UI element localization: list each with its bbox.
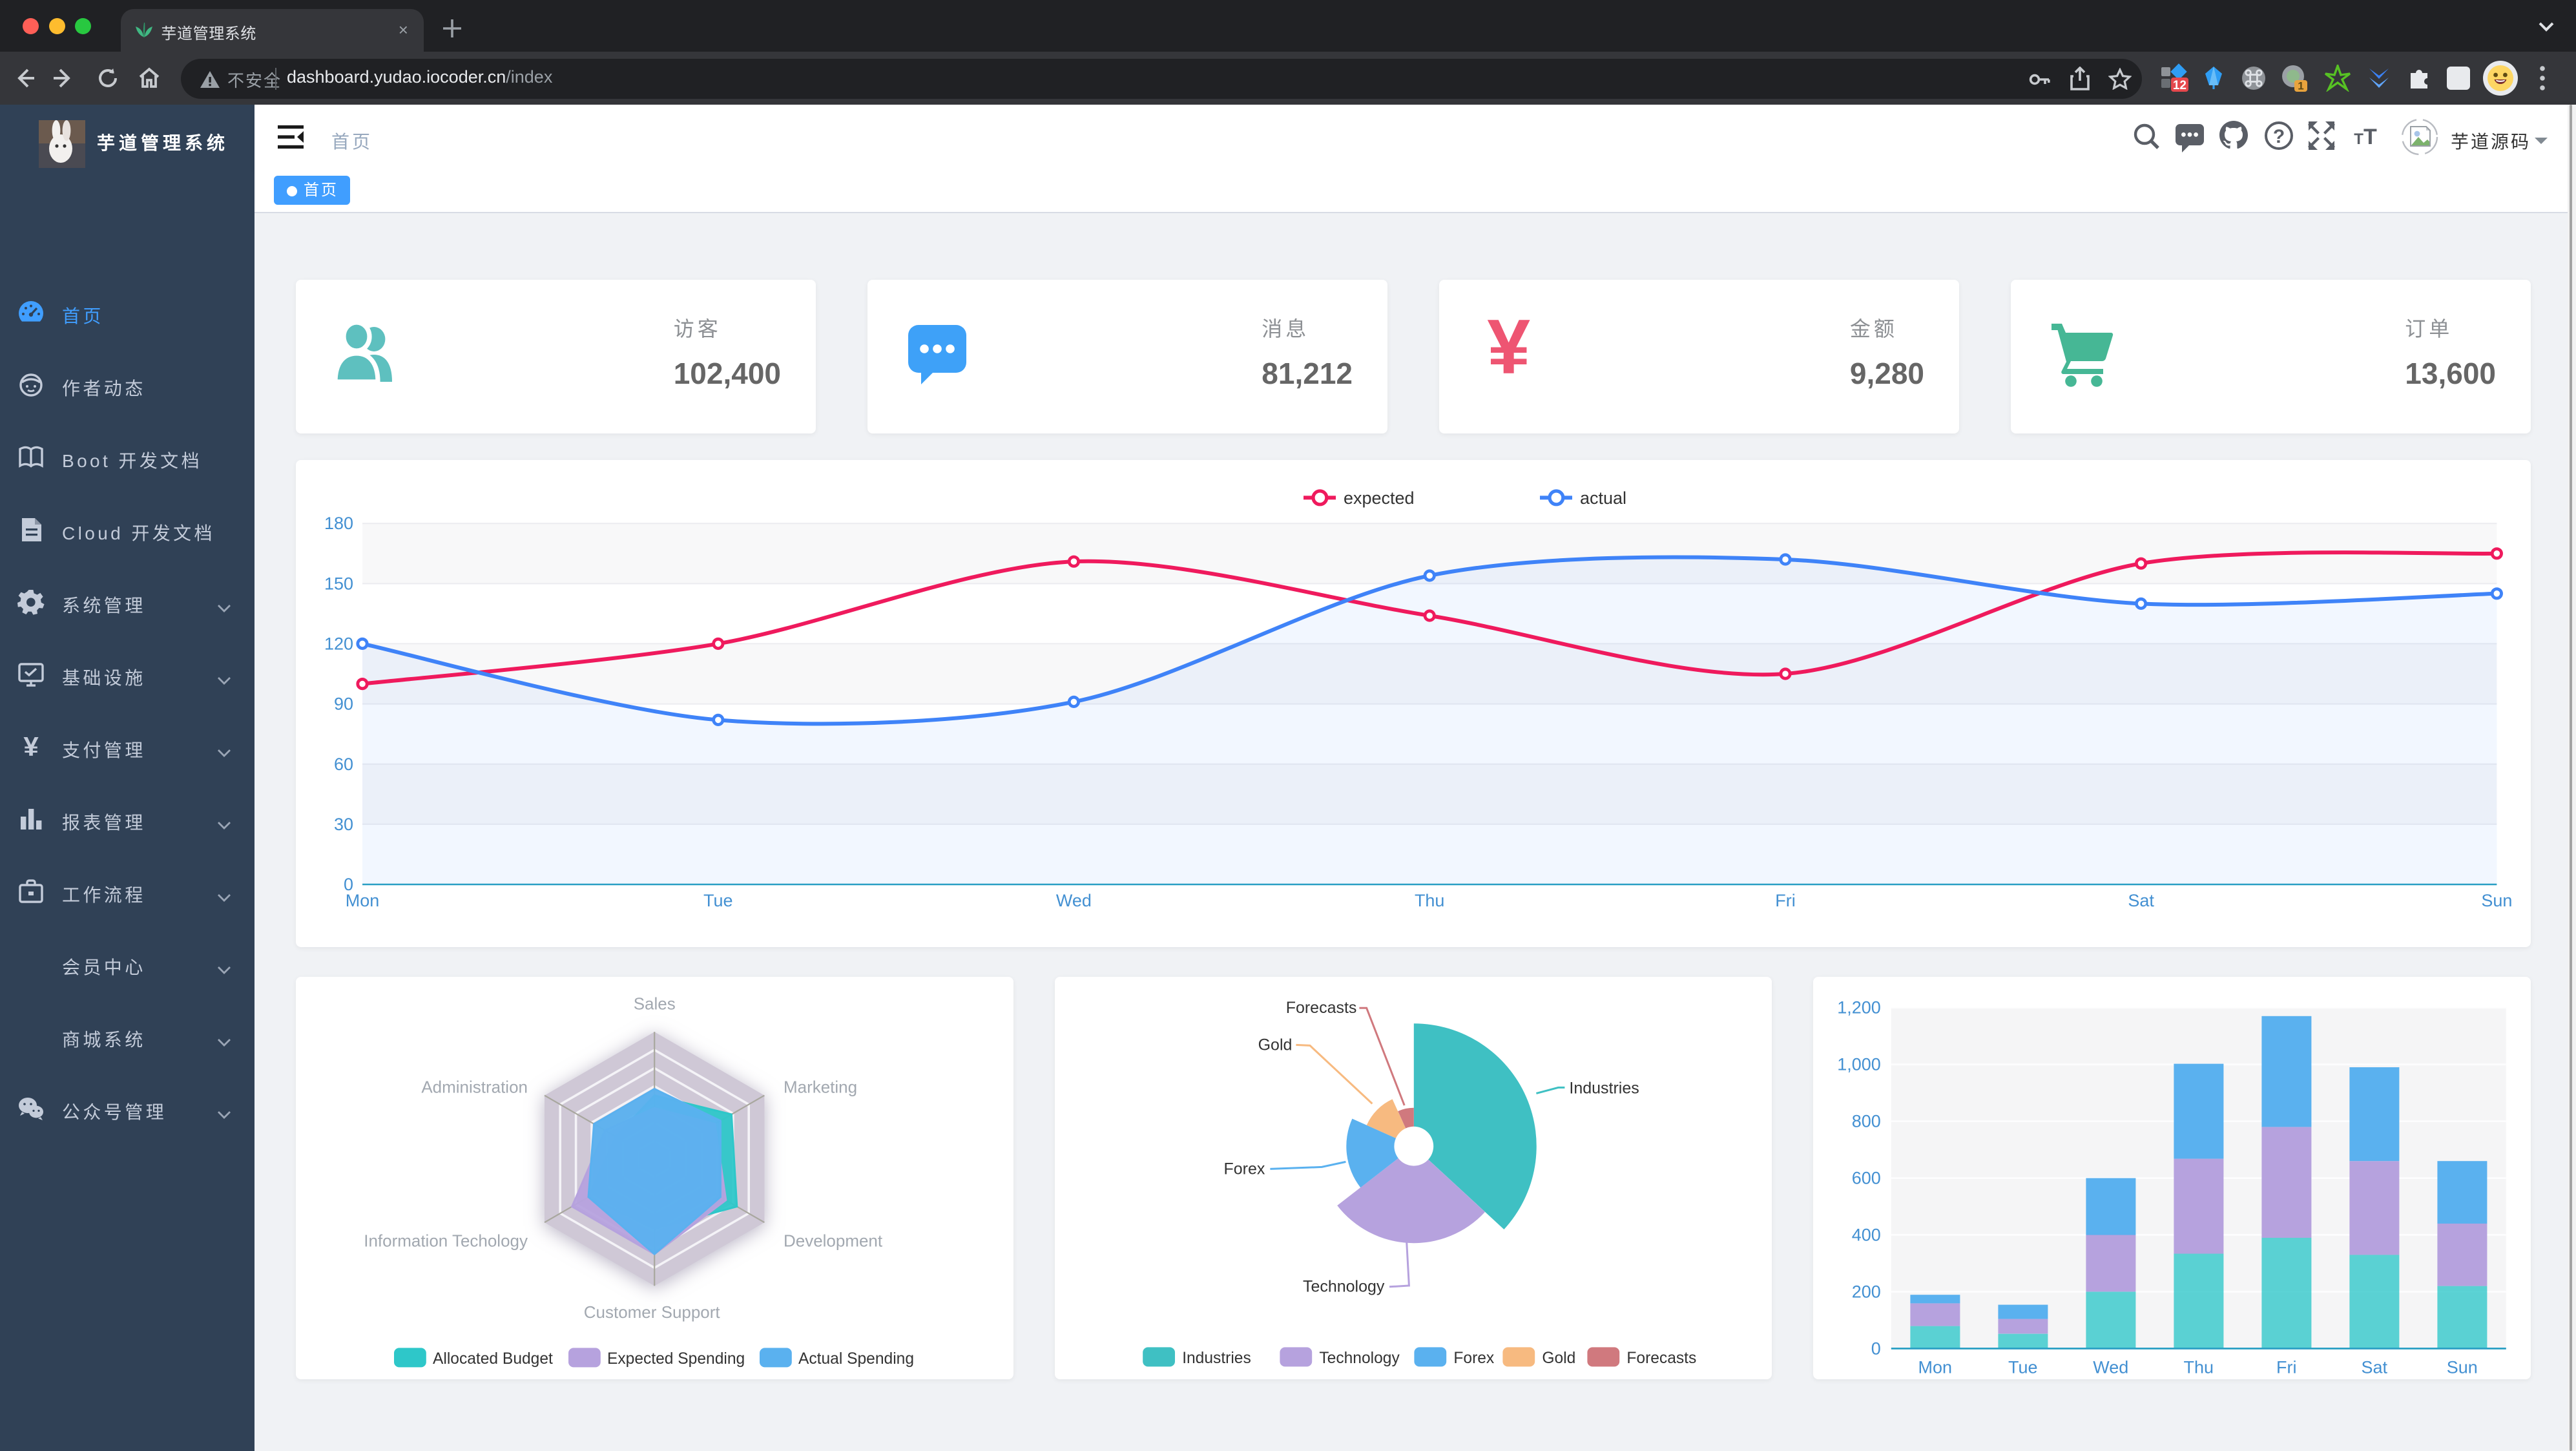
svg-text:Gold: Gold [1542,1349,1575,1366]
svg-text:180: 180 [324,514,353,533]
svg-text:120: 120 [324,634,353,653]
svg-text:600: 600 [1852,1168,1881,1187]
svg-text:Fri: Fri [2276,1357,2296,1377]
svg-text:0: 0 [1871,1339,1881,1358]
svg-text:Expected Spending: Expected Spending [607,1350,745,1367]
svg-text:200: 200 [1852,1282,1881,1301]
svg-text:1: 1 [2298,80,2303,92]
svg-text:Sat: Sat [2362,1357,2388,1377]
svg-text:Sun: Sun [2447,1357,2478,1377]
svg-text:Thu: Thu [2184,1357,2214,1377]
svg-text:60: 60 [334,754,353,773]
svg-text:90: 90 [334,694,353,713]
svg-text:Fri: Fri [1775,891,1795,910]
svg-text:Mon: Mon [1918,1357,1953,1377]
svg-text:Industries: Industries [1569,1079,1639,1097]
svg-text:12: 12 [2173,79,2186,92]
svg-text:Sun: Sun [2481,891,2512,910]
svg-text:1,000: 1,000 [1837,1054,1881,1074]
svg-text:Forex: Forex [1453,1349,1495,1366]
svg-text:Forecasts: Forecasts [1285,999,1356,1017]
svg-text:Forecasts: Forecasts [1626,1349,1696,1366]
svg-text:30: 30 [334,814,353,833]
svg-text:Administration: Administration [421,1077,528,1096]
svg-text:Wed: Wed [2093,1357,2128,1377]
svg-text:150: 150 [324,574,353,593]
svg-text:Thu: Thu [1415,891,1445,910]
svg-text:Technology: Technology [1303,1277,1385,1295]
svg-text:Customer Support: Customer Support [584,1302,721,1322]
svg-text:actual: actual [1580,488,1626,508]
svg-text:800: 800 [1852,1111,1881,1131]
svg-text:400: 400 [1852,1225,1881,1244]
svg-text:Marketing: Marketing [784,1077,857,1096]
svg-text:Actual Spending: Actual Spending [798,1350,914,1367]
svg-text:Allocated Budget: Allocated Budget [433,1350,553,1367]
svg-text:0: 0 [344,875,353,894]
svg-text:¥: ¥ [23,733,39,761]
svg-text:Information Techology: Information Techology [364,1231,528,1250]
svg-text:Industries: Industries [1182,1349,1251,1366]
svg-text:Mon: Mon [346,891,380,910]
svg-text:?: ? [2273,126,2285,147]
svg-text:Sat: Sat [2128,891,2154,910]
svg-text:Tue: Tue [703,891,733,910]
svg-text:Technology: Technology [1319,1349,1400,1366]
svg-text:expected: expected [1344,488,1415,508]
svg-text:Sales: Sales [634,994,676,1013]
svg-text:1,200: 1,200 [1837,997,1881,1017]
svg-text:Development: Development [784,1231,883,1250]
svg-text:Gold: Gold [1258,1036,1292,1054]
svg-text:Forex: Forex [1223,1160,1265,1178]
svg-text:Wed: Wed [1056,891,1092,910]
svg-text:Tue: Tue [2008,1357,2038,1377]
